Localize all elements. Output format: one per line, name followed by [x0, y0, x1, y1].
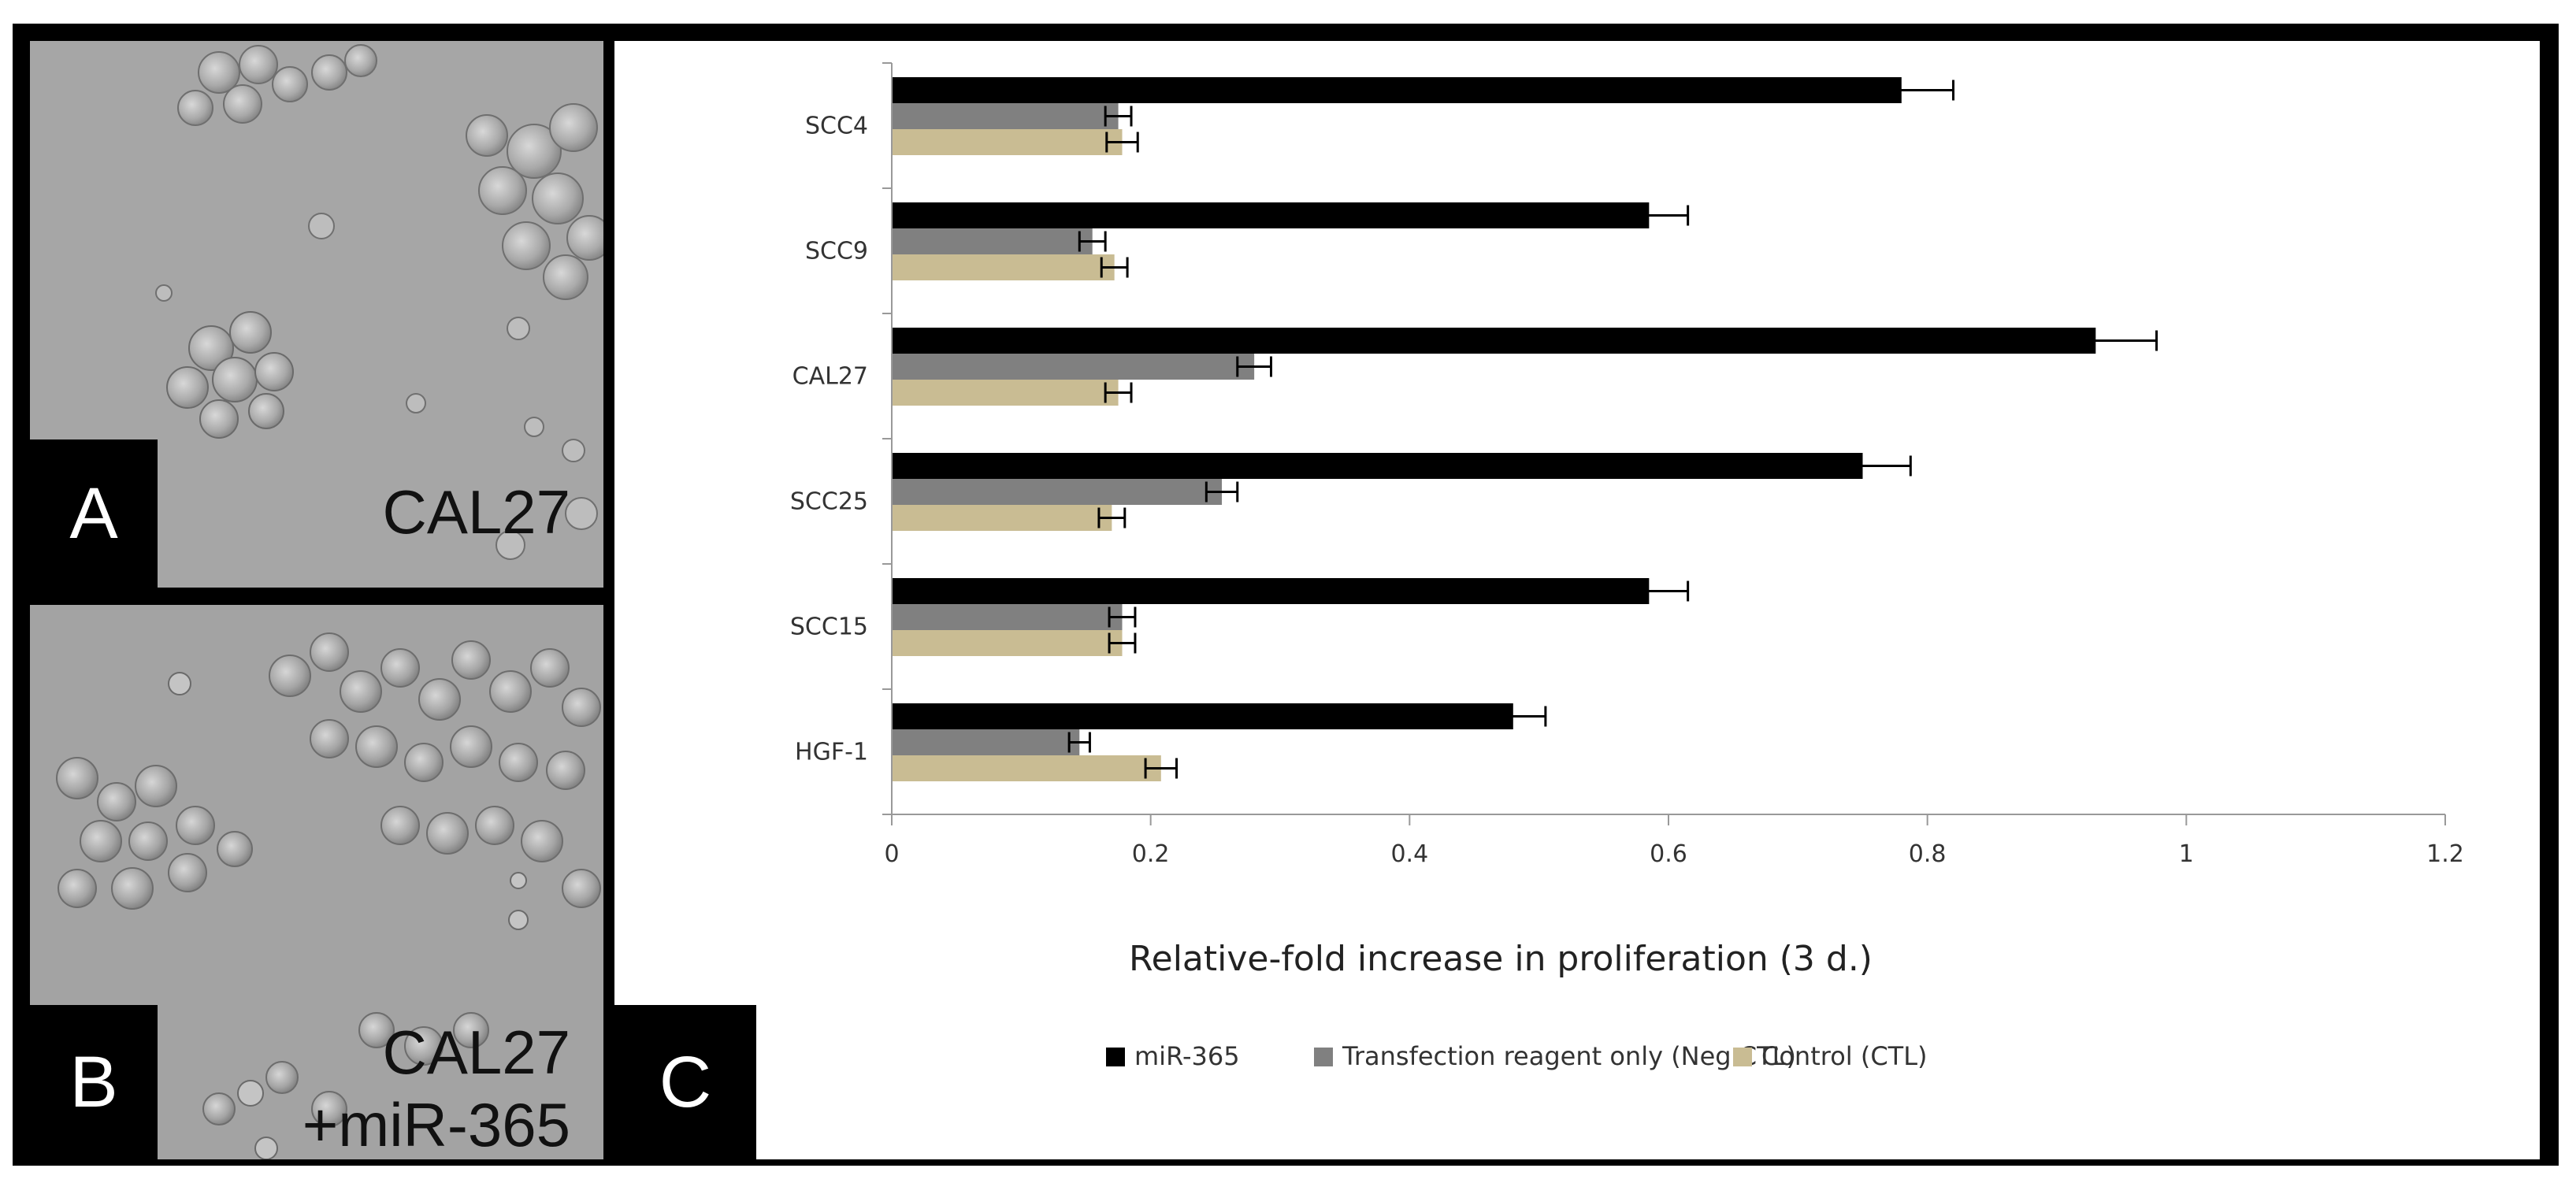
panel-b-label: B	[30, 1005, 158, 1159]
error-bar	[1609, 580, 1690, 602]
micrograph-b-illustration	[30, 605, 603, 1159]
x-tick-label: 0.2	[1132, 840, 1170, 868]
error-bar	[1108, 632, 1137, 654]
legend-item: miR-365	[1106, 1041, 1240, 1071]
legend-item: Control (CTL)	[1733, 1041, 1928, 1071]
bar	[892, 479, 1223, 505]
x-tick-label: 1	[2179, 840, 2194, 868]
panel-a-caption: CAL27	[382, 477, 571, 547]
legend-label: Transfection reagent only (Neg CTL)	[1342, 1041, 1796, 1071]
bar	[892, 254, 1115, 280]
bar	[892, 703, 1513, 729]
bar	[892, 630, 1123, 656]
error-bar	[1104, 382, 1133, 403]
panel-c-label: C	[614, 1005, 756, 1159]
error-bar	[2033, 330, 2158, 351]
micrograph-panel-b	[30, 605, 603, 1159]
error-bar	[1078, 231, 1107, 252]
bar	[892, 354, 1255, 380]
bar-chart-panel: SCC4 SCC9 CAL27 SCC25 SCC15 HGF-1 0 0.2 0.4 0.6 0.…	[614, 41, 2540, 1159]
bar	[892, 755, 1161, 781]
error-bar	[1479, 706, 1547, 727]
bar	[892, 453, 1863, 479]
panel-a-label: A	[30, 439, 158, 588]
bar	[892, 202, 1650, 228]
bar	[892, 604, 1123, 630]
bar	[892, 328, 2096, 354]
error-bar	[1067, 732, 1091, 753]
bar-chart: SCC4 SCC9 CAL27 SCC25 SCC15 HGF-1 0 0.2 0.4 0.6 0.…	[790, 62, 2464, 1071]
error-bar	[1813, 455, 1912, 477]
x-tick-label: 0.8	[1909, 840, 1947, 868]
category-label: HGF-1	[795, 739, 868, 766]
legend-label: Control (CTL)	[1761, 1041, 1928, 1071]
x-tick-label: 0.4	[1390, 840, 1428, 868]
bar	[892, 729, 1080, 755]
x-tick-label: 0.6	[1650, 840, 1687, 868]
category-label: CAL27	[792, 363, 868, 391]
panel-b-caption-line1: CAL27	[382, 1018, 571, 1087]
bar	[892, 228, 1093, 254]
x-tick-label: 1.2	[2426, 840, 2464, 868]
bar	[892, 578, 1650, 604]
error-bar	[1108, 606, 1137, 628]
legend-label: miR-365	[1134, 1041, 1240, 1071]
legend-swatch	[1106, 1048, 1125, 1066]
category-label: SCC9	[805, 238, 868, 265]
error-bar	[1104, 106, 1133, 127]
error-bar	[1105, 132, 1139, 153]
error-bar	[1204, 481, 1239, 502]
legend-item: Transfection reagent only (Neg CTL)	[1314, 1041, 1796, 1071]
panel-b-caption-line2: +miR-365	[302, 1090, 570, 1159]
error-bar	[1100, 257, 1129, 278]
error-bar	[1144, 758, 1179, 779]
x-tick-label: 0	[884, 840, 899, 868]
category-label: SCC15	[790, 614, 868, 641]
bar	[892, 505, 1112, 531]
bar	[892, 103, 1119, 129]
error-bar	[1848, 80, 1955, 101]
legend-swatch	[1733, 1048, 1752, 1066]
x-axis-label: Relative-fold increase in proliferation …	[1129, 939, 1873, 979]
error-bar	[1097, 507, 1127, 528]
bar	[892, 129, 1123, 155]
error-bar	[1236, 356, 1272, 377]
bar	[892, 380, 1119, 406]
category-label: SCC4	[805, 113, 868, 140]
category-label: SCC25	[790, 488, 868, 516]
bar	[892, 77, 1902, 103]
legend-swatch	[1314, 1048, 1333, 1066]
error-bar	[1609, 205, 1690, 226]
